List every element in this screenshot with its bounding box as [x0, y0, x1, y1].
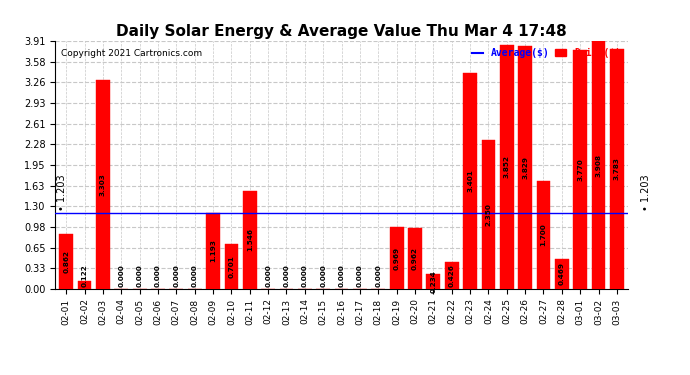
Text: 2.350: 2.350 [485, 203, 491, 226]
Bar [96, 80, 110, 289]
Text: 0.969: 0.969 [393, 246, 400, 270]
Bar [610, 49, 624, 289]
Text: 0.000: 0.000 [284, 265, 290, 288]
Text: 0.000: 0.000 [173, 265, 179, 288]
Text: 0.862: 0.862 [63, 250, 69, 273]
Text: 3.401: 3.401 [467, 170, 473, 192]
Bar [445, 262, 459, 289]
Bar [243, 191, 257, 289]
Bar [463, 74, 477, 289]
Text: 0.000: 0.000 [320, 265, 326, 288]
Bar [555, 259, 569, 289]
Text: 3.852: 3.852 [504, 155, 510, 178]
Bar [206, 213, 220, 289]
Text: 0.000: 0.000 [155, 265, 161, 288]
Text: 0.469: 0.469 [559, 262, 565, 285]
Text: 3.829: 3.829 [522, 156, 528, 179]
Text: 0.426: 0.426 [448, 264, 455, 287]
Text: 1.546: 1.546 [247, 228, 253, 251]
Text: 1.700: 1.700 [540, 224, 546, 246]
Bar [482, 140, 495, 289]
Bar [408, 228, 422, 289]
Bar [78, 281, 92, 289]
Bar [426, 274, 440, 289]
Text: 0.000: 0.000 [357, 265, 363, 288]
Text: 0.000: 0.000 [265, 265, 271, 288]
Bar [537, 181, 551, 289]
Bar [390, 227, 404, 289]
Text: 0.701: 0.701 [228, 255, 235, 278]
Bar [573, 50, 587, 289]
Text: 0.000: 0.000 [192, 265, 198, 288]
Text: 3.303: 3.303 [100, 173, 106, 196]
Text: 0.962: 0.962 [412, 247, 418, 270]
Bar [59, 234, 73, 289]
Bar [518, 46, 532, 289]
Text: 0.000: 0.000 [118, 265, 124, 288]
Text: 0.122: 0.122 [81, 265, 88, 288]
Text: 3.908: 3.908 [595, 154, 602, 177]
Legend: Average($), Daily($): Average($), Daily($) [470, 46, 623, 60]
Text: 3.770: 3.770 [577, 158, 583, 181]
Text: • 1.203: • 1.203 [57, 175, 67, 211]
Text: 3.783: 3.783 [614, 158, 620, 180]
Text: 0.000: 0.000 [375, 265, 382, 288]
Text: 0.000: 0.000 [302, 265, 308, 288]
Title: Daily Solar Energy & Average Value Thu Mar 4 17:48: Daily Solar Energy & Average Value Thu M… [116, 24, 567, 39]
Bar [224, 244, 238, 289]
Bar [500, 45, 513, 289]
Text: • 1.203: • 1.203 [641, 175, 651, 211]
Text: Copyright 2021 Cartronics.com: Copyright 2021 Cartronics.com [61, 49, 202, 58]
Text: 0.000: 0.000 [339, 265, 344, 288]
Bar [591, 41, 605, 289]
Text: 0.000: 0.000 [137, 265, 143, 288]
Text: 1.193: 1.193 [210, 240, 216, 262]
Text: 0.234: 0.234 [431, 270, 436, 293]
